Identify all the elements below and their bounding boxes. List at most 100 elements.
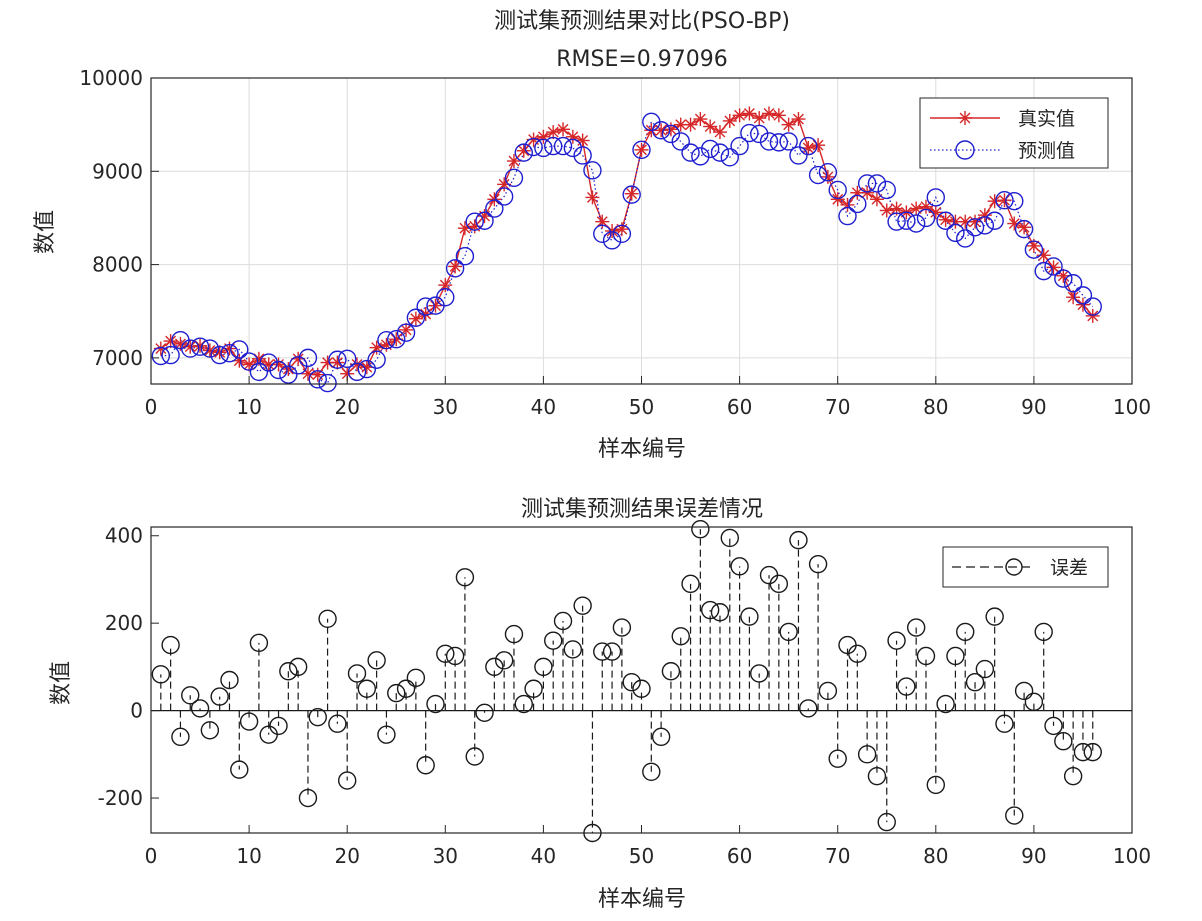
- error-point: [965, 672, 985, 692]
- pred-point: [298, 348, 318, 368]
- bottom-xtick-label: 90: [1021, 844, 1046, 868]
- pred-point: [553, 136, 573, 156]
- truth-point: [938, 212, 953, 227]
- pred-point: [877, 180, 896, 200]
- error-point: [1063, 766, 1083, 786]
- error-point: [887, 631, 906, 650]
- truth-point: [634, 142, 649, 157]
- pred-point: [504, 168, 524, 188]
- bottom-ytick-label: 0: [130, 699, 143, 723]
- truth-point: [1017, 220, 1032, 235]
- truth-point: [968, 214, 983, 229]
- truth-point: [399, 322, 414, 337]
- error-point: [298, 788, 318, 808]
- truth-point: [438, 278, 453, 293]
- bottom-y-axis-label: 数值: [49, 661, 74, 705]
- error-point: [916, 646, 936, 666]
- error-point: [190, 699, 210, 718]
- truth-point: [1036, 248, 1051, 263]
- pred-point: [906, 214, 926, 233]
- error-point: [779, 622, 798, 642]
- error-point: [808, 554, 828, 574]
- pred-point: [818, 163, 838, 182]
- top-xtick-label: 90: [1021, 395, 1046, 419]
- pred-point: [161, 345, 180, 365]
- top-legend: 真实值 预测值: [919, 97, 1109, 169]
- truth-point: [163, 334, 178, 349]
- truth-point: [448, 259, 463, 274]
- top-xtick-label: 100: [1113, 395, 1151, 419]
- error-point: [671, 627, 690, 646]
- pred-point: [916, 208, 936, 228]
- pred-point: [230, 340, 249, 359]
- error-point: [632, 679, 651, 698]
- error-point: [269, 716, 288, 736]
- pred-point: [357, 359, 377, 379]
- top-xtick-label: 60: [727, 395, 752, 419]
- error-point: [524, 679, 543, 698]
- pred-point: [534, 138, 553, 158]
- pred-point: [1054, 269, 1073, 288]
- error-point: [1014, 681, 1034, 701]
- truth-point: [369, 340, 384, 355]
- error-point: [848, 644, 867, 663]
- error-point: [563, 640, 583, 659]
- error-point: [740, 607, 759, 626]
- error-point: [318, 609, 337, 628]
- pred-point: [838, 206, 857, 226]
- pred-point: [416, 297, 435, 316]
- bottom-legend: 误差: [942, 546, 1109, 588]
- bottom-xtick-label: 70: [825, 844, 850, 868]
- bottom-xtick-label: 30: [433, 844, 458, 868]
- pred-point: [465, 212, 484, 231]
- error-point: [1024, 692, 1044, 712]
- error-point: [681, 574, 700, 594]
- error-point: [975, 659, 995, 679]
- pred-point: [1083, 297, 1102, 316]
- error-point: [877, 812, 896, 832]
- error-point: [642, 762, 661, 781]
- pred-point: [396, 323, 416, 342]
- error-point: [171, 727, 190, 747]
- bottom-xtick-label: 10: [236, 844, 261, 868]
- top-xtick-label: 70: [825, 395, 850, 419]
- bottom-xtick-label: 100: [1113, 844, 1151, 868]
- bottom-xtick-label: 0: [145, 844, 158, 868]
- error-point: [426, 694, 445, 714]
- top-series: [151, 106, 1102, 393]
- error-point: [436, 644, 455, 663]
- top-chart-subtitle: RMSE=0.97096: [556, 47, 728, 72]
- legend-truth-label: 真实值: [1018, 108, 1075, 130]
- error-point: [455, 568, 475, 587]
- pred-point: [779, 132, 798, 151]
- pred-point: [328, 350, 347, 369]
- bottom-xtick-label: 40: [531, 844, 556, 868]
- pred-point: [593, 224, 612, 243]
- pred-point: [720, 148, 739, 167]
- legend-pred-marker: [955, 140, 975, 160]
- pred-point: [602, 231, 622, 250]
- pred-point: [946, 223, 965, 243]
- error-point: [200, 721, 220, 740]
- pred-point: [769, 133, 789, 152]
- truth-point: [506, 154, 521, 169]
- error-point: [338, 771, 357, 790]
- bottom-chart-title: 测试集预测结果误差情况: [521, 497, 763, 522]
- truth-point: [958, 214, 973, 229]
- legend-error-marker: [1005, 558, 1023, 576]
- pred-point: [220, 344, 239, 363]
- error-point: [906, 618, 926, 637]
- error-point: [210, 687, 229, 706]
- top-ticks: 0 10 20 30 40 50 60 70 80 90 100 7000 8000 9000 10000: [79, 66, 1151, 419]
- error-point: [828, 749, 847, 768]
- pred-point: [288, 356, 308, 375]
- top-ytick-label: 9000: [92, 159, 143, 183]
- bottom-ytick-label: 200: [105, 611, 143, 635]
- error-point: [220, 670, 239, 690]
- pred-point: [406, 308, 426, 327]
- error-point: [406, 668, 426, 688]
- truth-point: [467, 219, 482, 234]
- error-point: [818, 681, 838, 701]
- pred-point: [661, 124, 681, 144]
- error-point: [239, 712, 259, 731]
